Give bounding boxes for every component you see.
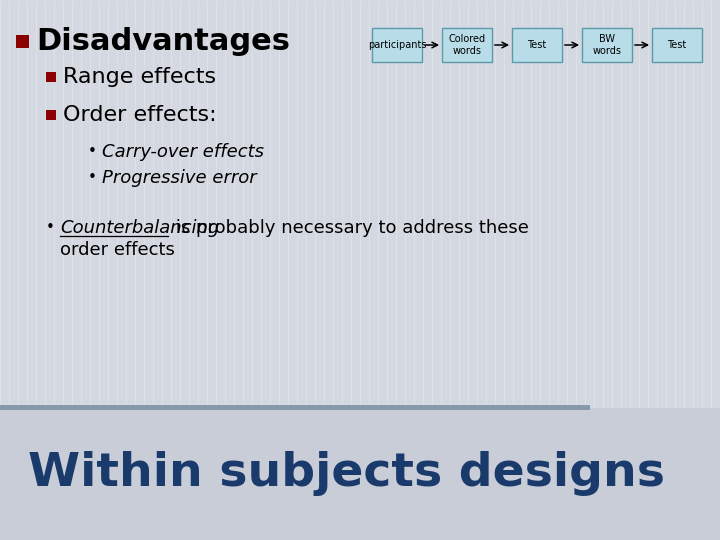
Text: participants: participants (368, 40, 426, 50)
Bar (46, 110, 56, 120)
Text: order effects: order effects (60, 241, 175, 259)
Text: Carry-over effects: Carry-over effects (102, 143, 264, 161)
Text: •: • (88, 171, 97, 186)
Text: is probably necessary to address these: is probably necessary to address these (170, 219, 529, 237)
Text: Progressive error: Progressive error (102, 169, 256, 187)
FancyBboxPatch shape (652, 28, 702, 62)
FancyBboxPatch shape (442, 28, 492, 62)
FancyBboxPatch shape (512, 28, 562, 62)
FancyBboxPatch shape (372, 28, 422, 62)
Text: Range effects: Range effects (63, 67, 216, 87)
Bar (16, 35, 29, 48)
Text: Test: Test (667, 40, 687, 50)
Text: •: • (88, 145, 97, 159)
Text: Order effects:: Order effects: (63, 105, 217, 125)
Text: Test: Test (527, 40, 546, 50)
FancyBboxPatch shape (582, 28, 632, 62)
Text: Counterbalancing: Counterbalancing (60, 219, 220, 237)
Text: Colored
words: Colored words (449, 34, 485, 56)
Bar (46, 72, 56, 82)
Text: BW
words: BW words (593, 34, 621, 56)
Bar (0, 405, 590, 410)
Bar (0, 408, 720, 540)
Text: Disadvantages: Disadvantages (36, 27, 290, 56)
Text: •: • (46, 220, 55, 235)
Text: Within subjects designs: Within subjects designs (28, 451, 665, 496)
